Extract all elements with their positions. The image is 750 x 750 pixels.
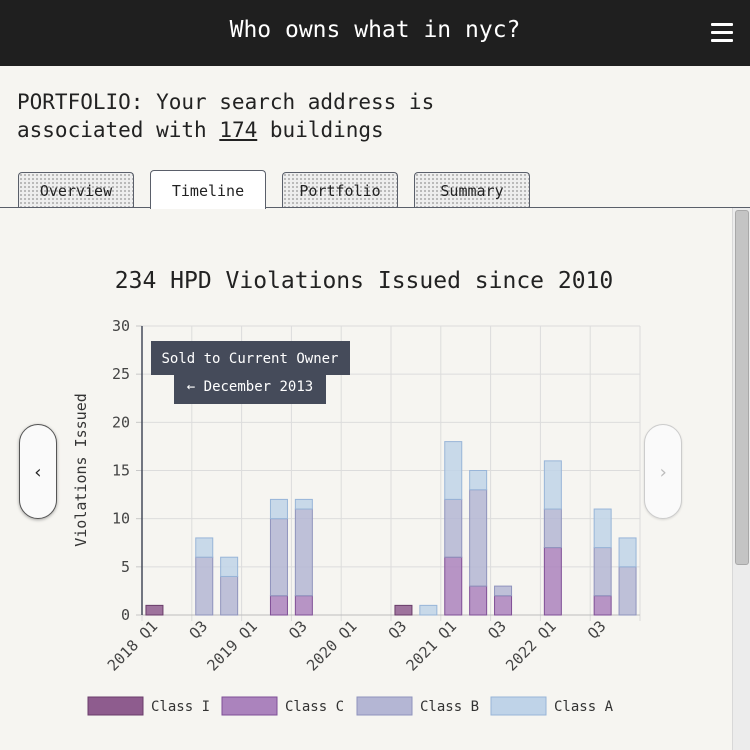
tab-overview[interactable]: Overview: [18, 172, 134, 208]
x-tick-label: 2021 Q1: [403, 617, 460, 674]
bar-class-b[interactable]: [618, 566, 637, 616]
bar-class-a[interactable]: [593, 508, 612, 549]
bar-class-b[interactable]: [294, 508, 313, 597]
legend-label-class-c[interactable]: Class C: [285, 699, 344, 715]
annotation-text-date: ← December 2013: [187, 379, 313, 395]
y-axis-title: Violations Issued: [72, 393, 90, 547]
tab-summary[interactable]: Summary: [414, 172, 530, 208]
x-tick-label: 2019 Q1: [203, 617, 260, 674]
bar-class-a[interactable]: [419, 604, 438, 616]
scrollbar[interactable]: [732, 208, 750, 750]
bar-class-c[interactable]: [269, 595, 288, 616]
portfolio-heading-line2: associated with 174 buildings: [17, 116, 717, 144]
chart-title: 234 HPD Violations Issued since 2010: [114, 268, 614, 294]
y-tick-label: 15: [112, 462, 130, 480]
bar-class-a[interactable]: [195, 537, 214, 558]
bar-class-b[interactable]: [593, 547, 612, 597]
legend-swatch-class-i[interactable]: [87, 696, 144, 716]
bar-class-b[interactable]: [220, 575, 239, 616]
app-title: Who owns what in nyc?: [229, 17, 521, 43]
bar-class-b[interactable]: [543, 508, 562, 549]
y-tick-label: 30: [112, 317, 130, 335]
next-chart-button[interactable]: ›: [644, 424, 682, 519]
annotation-box-top: [151, 341, 350, 375]
building-count-link[interactable]: 174: [219, 118, 258, 142]
bar-class-b[interactable]: [469, 489, 488, 587]
previous-chart-button[interactable]: ‹: [19, 424, 57, 519]
legend-swatch-class-a[interactable]: [490, 696, 547, 716]
top-bar: Who owns what in nyc?: [0, 0, 750, 66]
portfolio-line2-after: buildings: [269, 118, 384, 142]
bar-class-b[interactable]: [195, 556, 214, 616]
bar-class-i[interactable]: [145, 604, 164, 616]
portfolio-heading-line1: PORTFOLIO: Your search address is: [17, 90, 435, 114]
legend-label-class-i[interactable]: Class I: [151, 699, 210, 715]
tab-timeline[interactable]: Timeline: [150, 170, 266, 209]
x-tick-label: Q3: [385, 617, 411, 643]
x-tick-label: Q3: [285, 617, 311, 643]
hamburger-menu-icon[interactable]: [711, 23, 733, 42]
legend-swatch-class-c[interactable]: [221, 696, 278, 716]
annotation-text-sold: Sold to Current Owner: [161, 351, 338, 367]
x-tick-label: 2022 Q1: [502, 617, 559, 674]
annotation-box-bottom: [174, 371, 326, 404]
x-tick-label: Q3: [584, 617, 610, 643]
tab-portfolio[interactable]: Portfolio: [282, 172, 398, 208]
x-tick-label: Q3: [484, 617, 510, 643]
tab-bar: Overview Timeline Portfolio Summary: [0, 170, 750, 209]
legend-label-class-a[interactable]: Class A: [554, 699, 614, 715]
bar-class-a[interactable]: [469, 470, 488, 491]
tab-divider: [0, 207, 750, 208]
bar-class-c[interactable]: [444, 556, 463, 616]
bar-class-b[interactable]: [444, 498, 463, 558]
bar-class-a[interactable]: [543, 460, 562, 510]
bar-class-i[interactable]: [394, 604, 413, 616]
bar-class-b[interactable]: [494, 585, 513, 597]
x-tick-label: 2020 Q1: [303, 617, 360, 674]
bar-class-c[interactable]: [469, 585, 488, 616]
bar-class-a[interactable]: [269, 498, 288, 520]
bar-class-b[interactable]: [269, 518, 288, 597]
y-tick-label: 20: [112, 413, 130, 431]
bar-class-a[interactable]: [220, 556, 239, 577]
bar-class-c[interactable]: [494, 595, 513, 616]
x-tick-label: Q3: [186, 617, 212, 643]
x-tick-label: 2018 Q1: [104, 617, 161, 674]
bar-class-c[interactable]: [294, 595, 313, 616]
y-tick-label: 5: [121, 558, 130, 576]
y-tick-label: 25: [112, 365, 130, 383]
bar-class-c[interactable]: [543, 547, 562, 616]
bar-class-c[interactable]: [593, 595, 612, 616]
portfolio-heading: PORTFOLIO: Your search address is associ…: [17, 88, 717, 144]
legend-swatch-class-b[interactable]: [356, 696, 413, 716]
bar-class-a[interactable]: [294, 498, 313, 510]
y-tick-label: 0: [121, 606, 130, 624]
portfolio-line2-before: associated with: [17, 118, 207, 142]
legend-label-class-b[interactable]: Class B: [420, 699, 479, 715]
bar-class-a[interactable]: [444, 441, 463, 500]
y-tick-label: 10: [112, 510, 130, 528]
scrollbar-thumb[interactable]: [735, 210, 749, 565]
bar-class-a[interactable]: [618, 537, 637, 568]
